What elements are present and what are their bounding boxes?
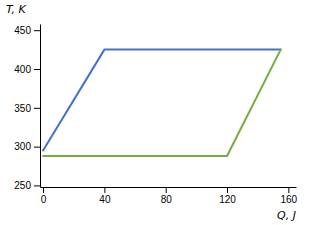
y-tick-label: 300 (14, 141, 31, 152)
y-tick: 400 (14, 64, 40, 75)
x-tick-mark (288, 187, 289, 193)
x-axis-line (41, 187, 297, 188)
y-tick: 250 (14, 180, 40, 191)
x-tick-mark (227, 187, 228, 193)
x-tick-label: 160 (280, 194, 297, 205)
y-tick: 350 (14, 103, 40, 114)
y-tick-label: 400 (14, 64, 31, 75)
y-tick-mark (34, 147, 40, 148)
x-tick-label: 40 (99, 194, 111, 205)
y-tick-mark (34, 69, 40, 70)
x-tick: 120 (219, 187, 236, 205)
y-tick-label: 450 (14, 25, 31, 36)
y-axis-label: T, K (6, 3, 26, 16)
x-tick-label: 80 (161, 194, 173, 205)
x-tick-mark (166, 187, 167, 193)
lines (43, 50, 281, 156)
x-tick-mark (104, 187, 105, 193)
plot: 0 40 80 120 160 250 300 350 400 450 (14, 25, 297, 206)
x-tick: 80 (161, 187, 173, 205)
y-tick-mark (34, 185, 40, 186)
x-tick: 40 (99, 187, 111, 205)
series-line (43, 50, 281, 151)
y-tick-label: 250 (14, 180, 31, 191)
x-axis: 0 40 80 120 160 (41, 187, 298, 205)
x-tick: 0 (41, 187, 47, 205)
y-tick: 300 (14, 141, 40, 152)
y-tick-label: 350 (14, 103, 31, 114)
series-line (43, 50, 281, 156)
x-tick-label: 0 (41, 194, 47, 205)
y-axis-line (40, 25, 41, 188)
y-tick-mark (34, 30, 40, 31)
x-axis-label: Q, J (277, 209, 296, 222)
x-tick: 160 (280, 187, 297, 205)
y-tick-mark (34, 108, 40, 109)
x-tick-mark (43, 187, 44, 193)
y-axis: 250 300 350 400 450 (14, 25, 40, 192)
y-tick: 450 (14, 25, 40, 36)
chart: 0 40 80 120 160 250 300 350 400 450 Q, J T, K (0, 0, 312, 225)
x-tick-label: 120 (219, 194, 236, 205)
